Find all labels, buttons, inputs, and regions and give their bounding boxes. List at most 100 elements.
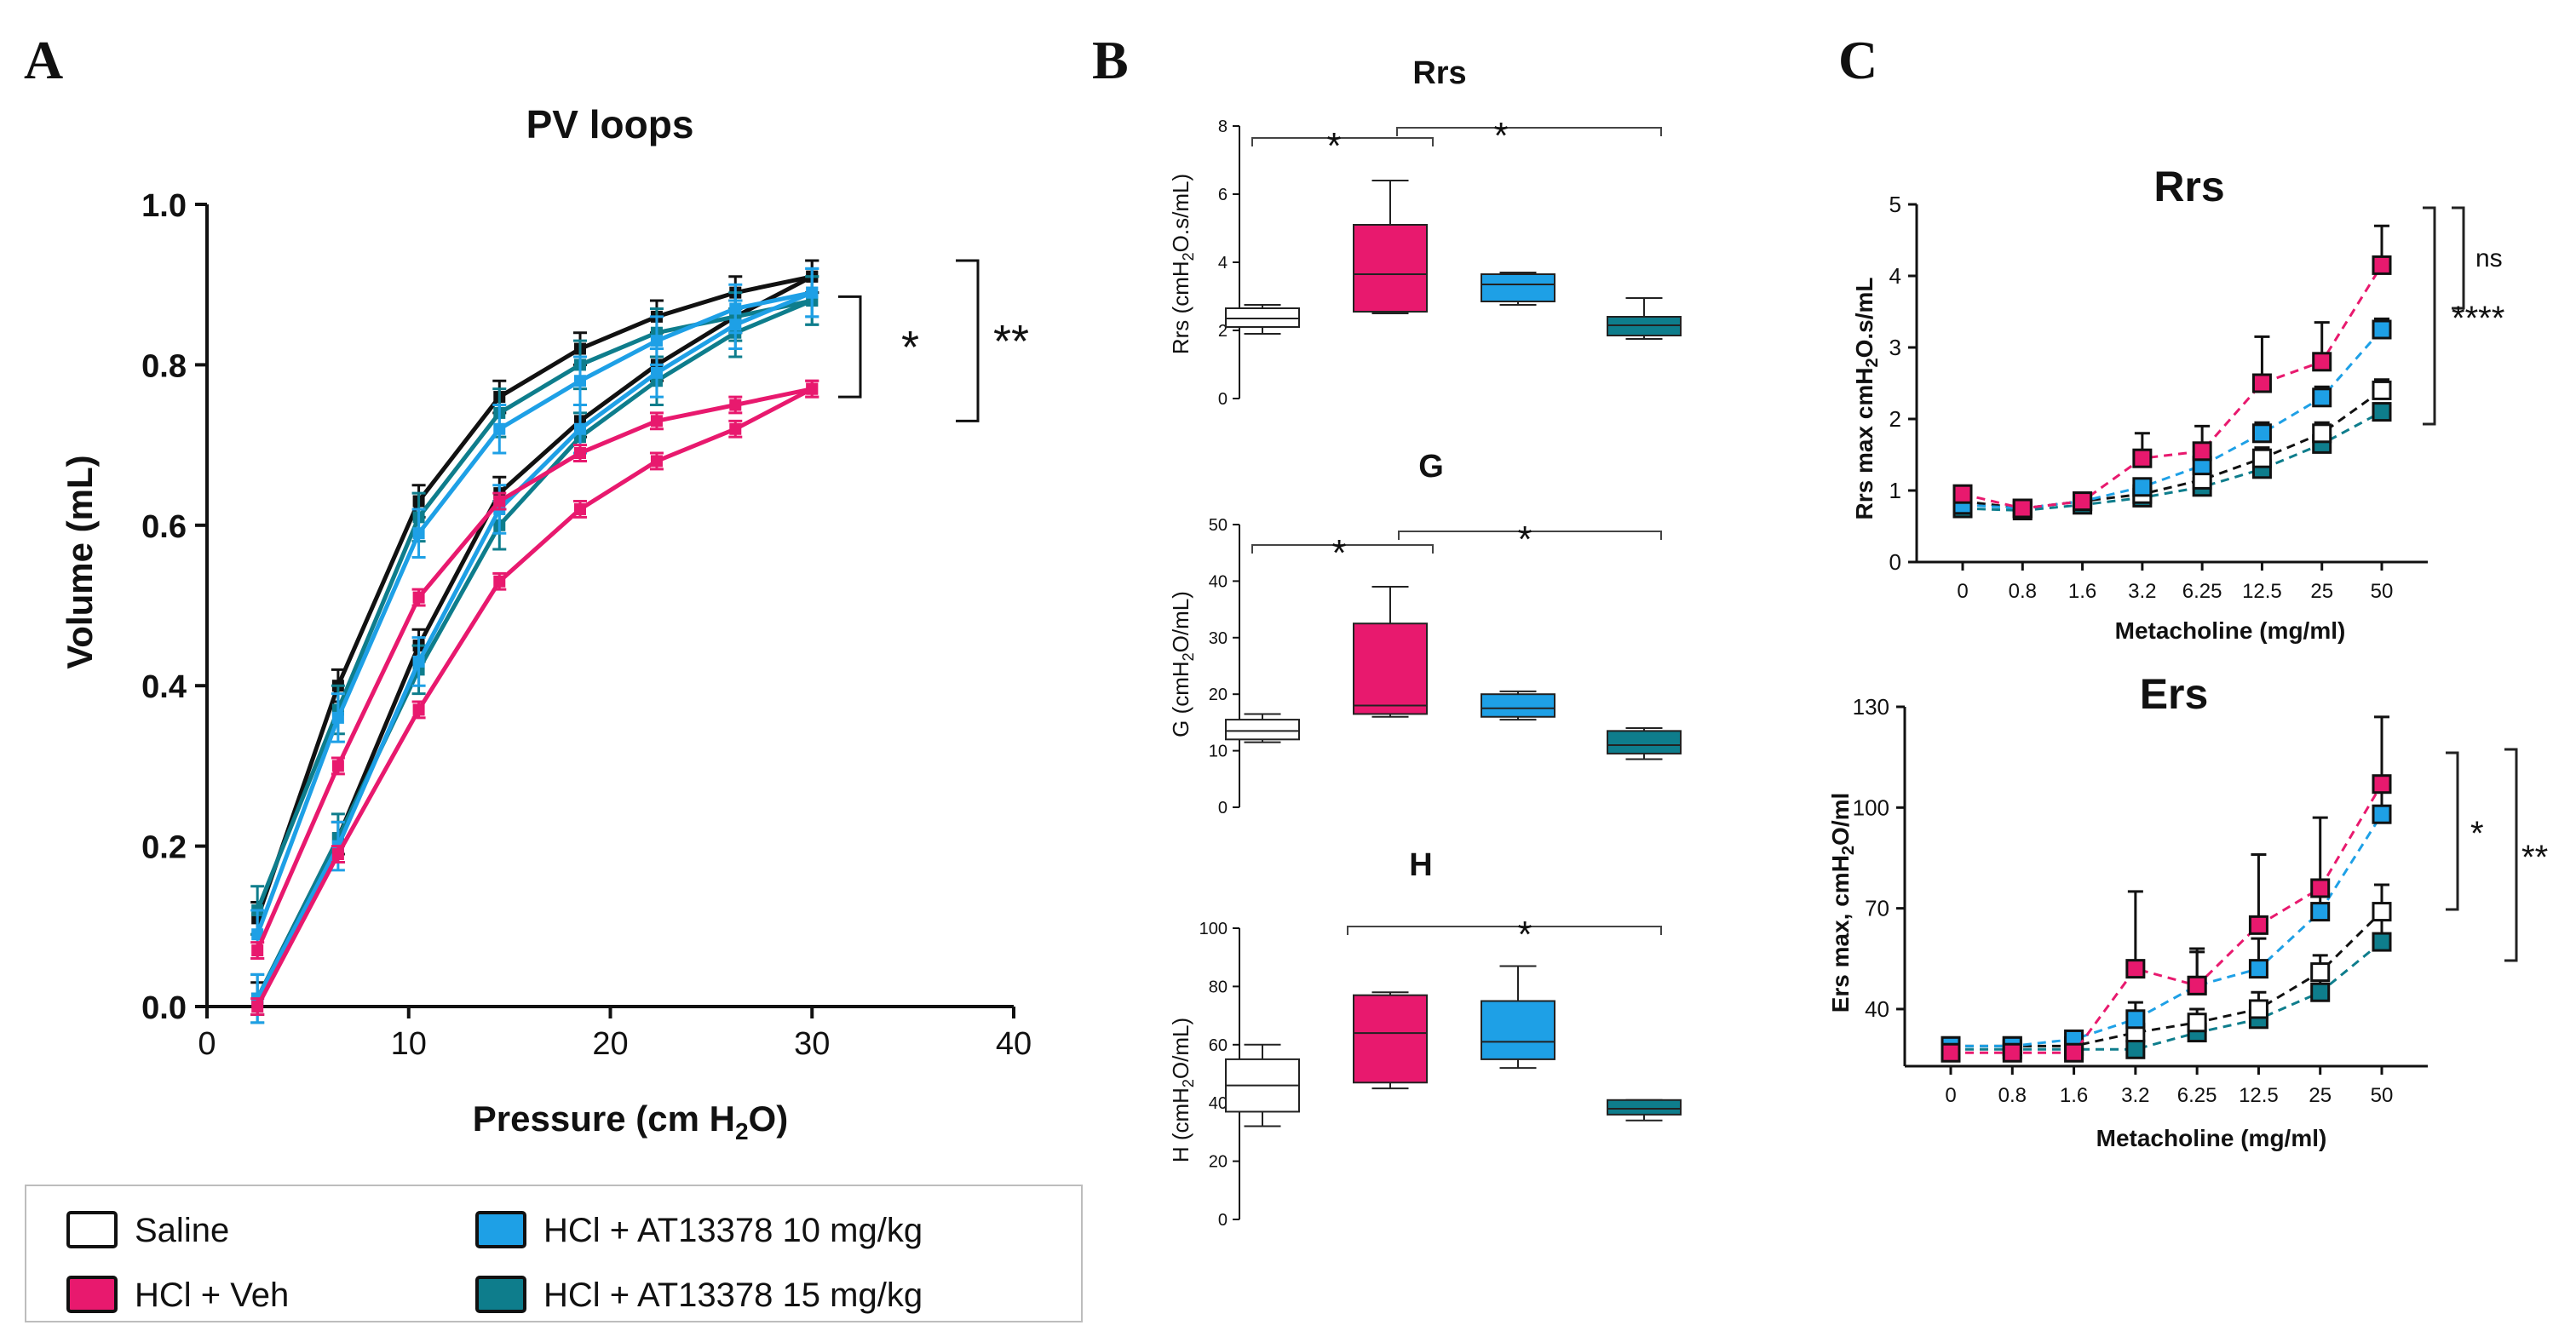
h-box-box [1481, 1000, 1555, 1060]
rrs-box-y-tick-label: 4 [1218, 254, 1228, 273]
rrs-mch-x-tick-label: 0.8 [2009, 580, 2037, 603]
pv-point [650, 335, 663, 347]
rrs-box-title: Rrs [1412, 55, 1466, 91]
pv-x-label-end: O) [749, 1099, 789, 1139]
h-box-y-label-end: O/mL) [1168, 1018, 1193, 1079]
ers-mch-point [2125, 1039, 2146, 1059]
ers-mch-x-tick-label: 25 [2309, 1084, 2332, 1107]
rrs-mch-series-veh [1952, 224, 2392, 519]
g-box-title: G [1418, 449, 1444, 485]
pv-point [412, 591, 425, 604]
rrs-box-box-saline [1225, 304, 1300, 335]
legend-swatch [475, 1276, 526, 1313]
ers-mch-point [2310, 878, 2331, 898]
g-box-box [1481, 693, 1555, 718]
pv-x-tick-label: 0 [198, 1026, 216, 1062]
rrs-box-sig-label: * [1326, 125, 1341, 167]
panel-a-pv-loops: PV loops Volume (mL) Pressure (cm H2O) 0… [60, 102, 1032, 1145]
rrs-mch-y-label-end: O.s/mL [1851, 277, 1877, 358]
pv-x-tick-label: 30 [794, 1026, 830, 1062]
rrs-mch-x-tick-label: 25 [2310, 580, 2333, 603]
rrs-box-box-veh [1353, 180, 1428, 314]
rrs-box-y-tick-label: 8 [1218, 118, 1228, 136]
pv-point [251, 1001, 264, 1013]
pv-point [493, 575, 506, 588]
rrs-mch-y-label-sub: 2 [1863, 358, 1882, 367]
rrs-mch-y-tick-label: 1 [1889, 478, 1901, 503]
legend-items: Saline HCl + Veh HCl + AT13378 10 mg/kg HCl… [66, 1211, 923, 1314]
ers-mch-series-line [1951, 940, 2383, 1051]
pv-point [729, 422, 742, 435]
g-box-box-at15 [1607, 727, 1682, 760]
ers-mch-y-label-sub: 2 [1839, 846, 1858, 855]
rrs-mch-point [2132, 477, 2153, 497]
g-box-y-label-main: G (cmH [1168, 661, 1193, 737]
rrs-mch-x-tick-label: 6.25 [2182, 580, 2222, 603]
g-box-y-tick-label: 20 [1209, 686, 1228, 704]
rrs-mch-point [2251, 448, 2272, 468]
rrs-mch-y-tick-label: 4 [1889, 263, 1901, 289]
pv-sig-inner-line [838, 295, 862, 399]
g-box-y-tick-label: 50 [1209, 516, 1228, 535]
ers-mch-x-tick-label: 1.6 [2060, 1084, 2088, 1107]
rrs-mch-x-tick-label: 12.5 [2242, 580, 2282, 603]
g-box-box-at10 [1481, 690, 1555, 721]
rrs-mch-x-label: Metacholine (mg/ml) [2115, 617, 2346, 644]
rrs-mch-series-line [1962, 264, 2383, 510]
ers-mch-x-tick-label: 6.25 [2177, 1084, 2217, 1107]
ers-mch-x-tick-label: 12.5 [2239, 1084, 2279, 1107]
rrs-mch-point [2372, 402, 2392, 422]
rrs-box-sig-bracket [1396, 127, 1662, 136]
ers-mch-point [2310, 962, 2331, 983]
pv-y-tick-label: 1.0 [141, 188, 187, 224]
pv-series-layer [250, 259, 819, 1024]
pv-series-at10 [250, 267, 819, 1024]
pv-y-tick-label: 0.2 [141, 830, 187, 866]
pv-series-line [255, 290, 814, 1000]
rrs-mch-y-tick-label: 3 [1889, 335, 1901, 360]
pv-x-axis-label: Pressure (cm H2O) [473, 1099, 788, 1145]
pv-point [251, 928, 264, 941]
ers-mch-point [2125, 1009, 2146, 1030]
g-box-box-veh [1353, 586, 1428, 718]
panel-letter-b: B [1092, 30, 1129, 90]
pv-point [573, 422, 586, 435]
ers-mch-y-tick-label: 40 [1865, 996, 1889, 1022]
pv-sig-outer-label: ** [993, 316, 1029, 367]
ers-mch-sig-label: * [2470, 815, 2484, 852]
pv-point [412, 655, 425, 668]
legend-swatch [66, 1276, 118, 1313]
h-box-y-tick-label: 80 [1209, 978, 1228, 996]
ers-mch-point [2310, 982, 2331, 1002]
panel-letter-a: A [24, 30, 63, 90]
pv-y-tick-label: 0.8 [141, 348, 187, 384]
rrs-mch-point [2132, 448, 2153, 468]
ers-mch-point [2187, 975, 2207, 995]
pv-point [650, 455, 663, 468]
pv-series-veh [250, 379, 819, 1016]
pv-point [493, 495, 506, 508]
rrs-mch-point [2372, 319, 2392, 340]
pv-point [331, 711, 344, 724]
ers-mch-title: Ers [2140, 670, 2209, 718]
pv-y-tick-label: 0.0 [141, 990, 187, 1026]
h-box-box [1353, 994, 1428, 1084]
ers-mch-point [2248, 915, 2268, 935]
rrs-mch-point [2312, 423, 2332, 444]
ers-mch-point [2310, 902, 2331, 922]
ers-mch-point [2372, 804, 2392, 824]
rrs-mch-y-tick-label: 2 [1889, 406, 1901, 432]
h-box-y-tick-label: 60 [1209, 1036, 1228, 1055]
g-box-y-label-end: O/mL) [1168, 591, 1193, 652]
pv-series-line [255, 290, 813, 936]
ers-mch-point [2064, 1042, 2084, 1063]
ers-mch-point [2248, 999, 2268, 1019]
ers-mch-series-veh [1941, 715, 2392, 1063]
pv-x-tick-label: 20 [592, 1026, 628, 1062]
pv-x-label-main: Pressure (cm H [473, 1099, 735, 1139]
ers-mch-series-line [1951, 910, 2383, 1047]
rrs-mch-y-label: Rrs max cmH2O.s/mL [1851, 277, 1882, 519]
ers-mch-point [2248, 959, 2268, 979]
rrs-mch-point [2192, 441, 2212, 462]
